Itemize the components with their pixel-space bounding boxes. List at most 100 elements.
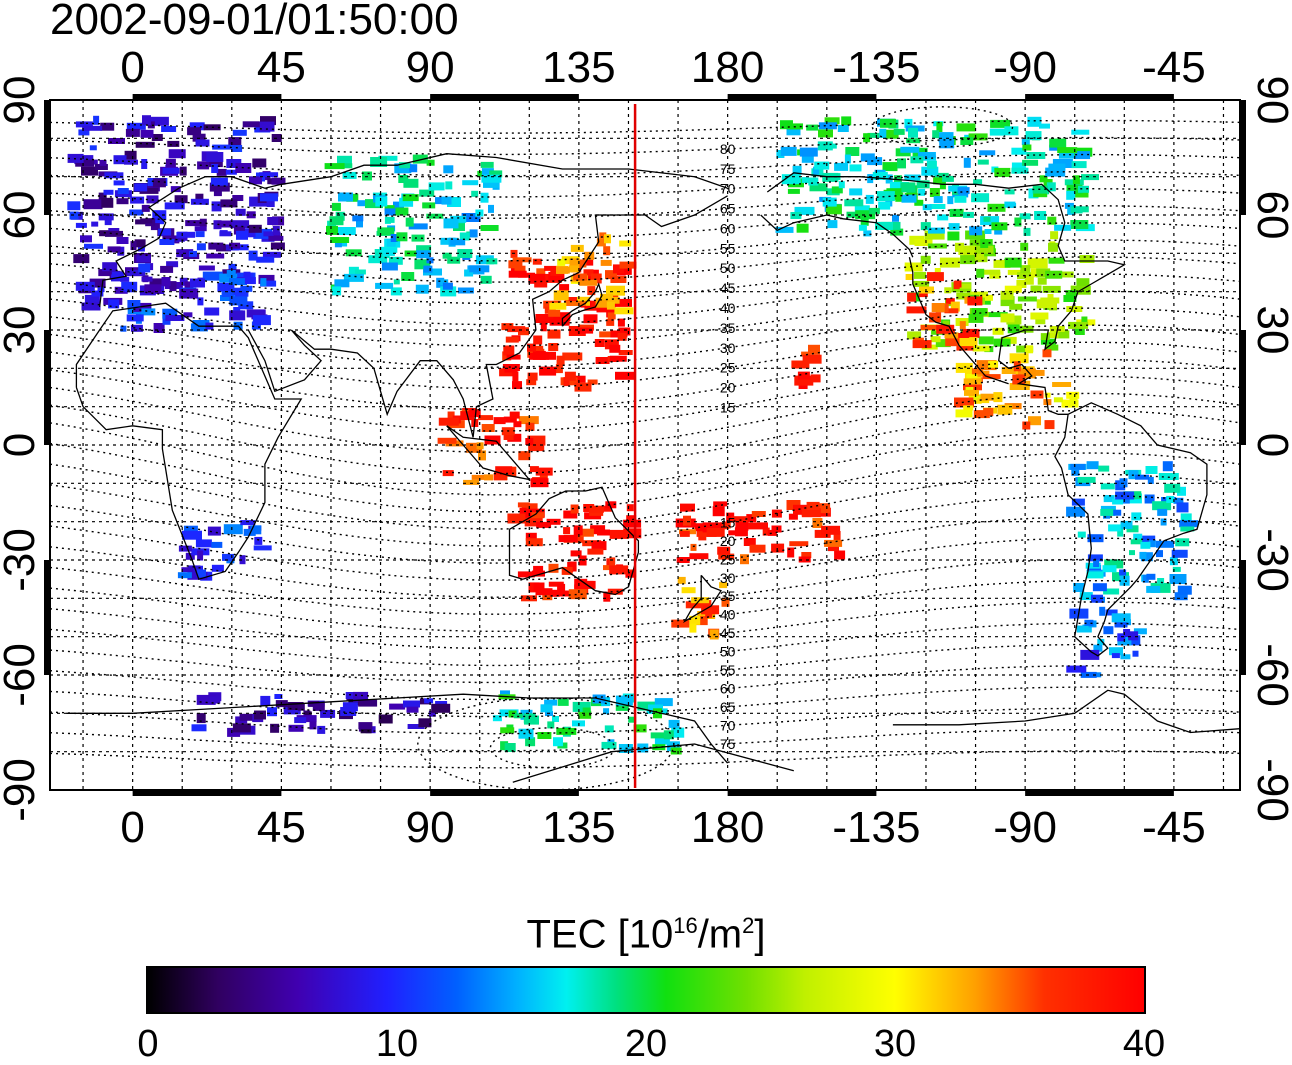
lat-tick-label-left: -60 [0, 643, 44, 707]
tec-cell [582, 707, 591, 713]
tec-cell [1000, 313, 1015, 323]
contour-label: 25 [720, 360, 736, 376]
tec-cell [442, 282, 453, 290]
tec-cell [486, 258, 498, 265]
contour-line [50, 171, 1240, 198]
tec-cell [1112, 498, 1124, 505]
tec-cell [931, 303, 945, 312]
tec-cell [603, 246, 611, 256]
tec-cell [955, 409, 973, 418]
tec-cell [260, 193, 278, 202]
tec-cell [1079, 592, 1093, 601]
contour-labels: 80 75 70 65 60 55 50 45 40 35 30 25 20 15 15 20 25 30 35 40… [720, 141, 736, 752]
tec-cell [555, 364, 563, 374]
tec-cell [509, 411, 520, 419]
tec-cell [1146, 585, 1161, 593]
tec-cell [954, 195, 967, 203]
tec-cell [916, 180, 930, 189]
tec-cell [1054, 224, 1072, 231]
tec-cell [1081, 174, 1099, 181]
tec-cell [994, 167, 1011, 177]
tec-cell [548, 309, 561, 317]
tec-cell [240, 520, 256, 526]
tec-cell [978, 336, 994, 345]
lon-tick-label: 45 [257, 803, 306, 852]
lon-tick-label: 0 [120, 803, 144, 852]
tec-cell [130, 324, 143, 332]
contour-line [50, 622, 1240, 667]
tec-cell [190, 198, 209, 205]
tec-cell [1072, 175, 1080, 185]
lat-tick-label-left: 30 [0, 306, 44, 355]
tec-cell [204, 307, 220, 316]
tec-cell [927, 227, 945, 234]
tec-cell [84, 294, 100, 305]
tec-cell [527, 343, 536, 352]
tec-cell [222, 553, 234, 561]
tec-cell [989, 128, 1005, 136]
tec-cell [904, 262, 923, 272]
tec-cell [263, 231, 276, 237]
tec-cell [794, 206, 815, 215]
tec-cell [194, 226, 207, 232]
tec-cell [540, 704, 553, 713]
tec-cell [164, 202, 185, 210]
tec-cell [229, 310, 246, 321]
tec-cell [712, 506, 725, 517]
tec-cell [606, 301, 615, 310]
tec-cell [108, 138, 125, 144]
tec-cell [689, 553, 709, 560]
tec-cell [390, 287, 402, 296]
tec-cell [719, 582, 728, 589]
tec-cell [1093, 644, 1103, 652]
tec-cell [196, 713, 206, 724]
tec-cell [1011, 167, 1029, 174]
tec-cell [527, 435, 546, 446]
tec-cell [221, 291, 234, 297]
contour-line [50, 290, 1240, 347]
tec-cell [535, 314, 554, 323]
tec-cell [1081, 316, 1088, 326]
tec-map-figure: 0045459090135135180180-135-135-90-90-45-… [0, 43, 1292, 852]
tec-cell [93, 115, 100, 125]
contour-label: 20 [720, 380, 736, 396]
tec-cell [368, 255, 388, 264]
tec-cell [973, 179, 983, 185]
tec-cell [1074, 328, 1085, 335]
tec-cell [243, 528, 256, 536]
tec-cell [518, 416, 539, 425]
tec-cell [956, 343, 974, 351]
contour-label: 15 [720, 399, 736, 415]
coastlines [66, 153, 1240, 783]
tec-cell [402, 194, 419, 202]
tec-cell [802, 354, 822, 364]
tec-cell [480, 275, 492, 284]
tec-cell [158, 228, 172, 236]
tec-cell [165, 315, 185, 321]
tec-cell [1042, 349, 1052, 358]
tec-cell [403, 700, 420, 708]
tec-cell [963, 378, 982, 385]
tec-cell [900, 146, 920, 153]
tec-cell [354, 269, 366, 275]
tec-cell [605, 270, 617, 280]
tec-cell [232, 129, 247, 136]
tec-cell [1004, 257, 1022, 268]
tec-cell [437, 437, 457, 444]
tec-cell [1030, 285, 1042, 293]
tec-cell [463, 479, 480, 485]
tec-cell [945, 298, 955, 305]
tec-cell [533, 582, 545, 592]
tec-cell [209, 696, 221, 704]
tec-cell [381, 262, 398, 271]
tec-cell [991, 222, 1008, 231]
tec-cell [1025, 131, 1042, 141]
tec-cell [566, 301, 586, 306]
tec-cell [731, 516, 749, 523]
tec-cell [270, 723, 280, 733]
tec-cell [98, 192, 107, 200]
tec-cell [670, 747, 682, 755]
tec-cell [126, 314, 144, 322]
tec-cell [82, 125, 103, 131]
tec-cell [253, 545, 272, 551]
